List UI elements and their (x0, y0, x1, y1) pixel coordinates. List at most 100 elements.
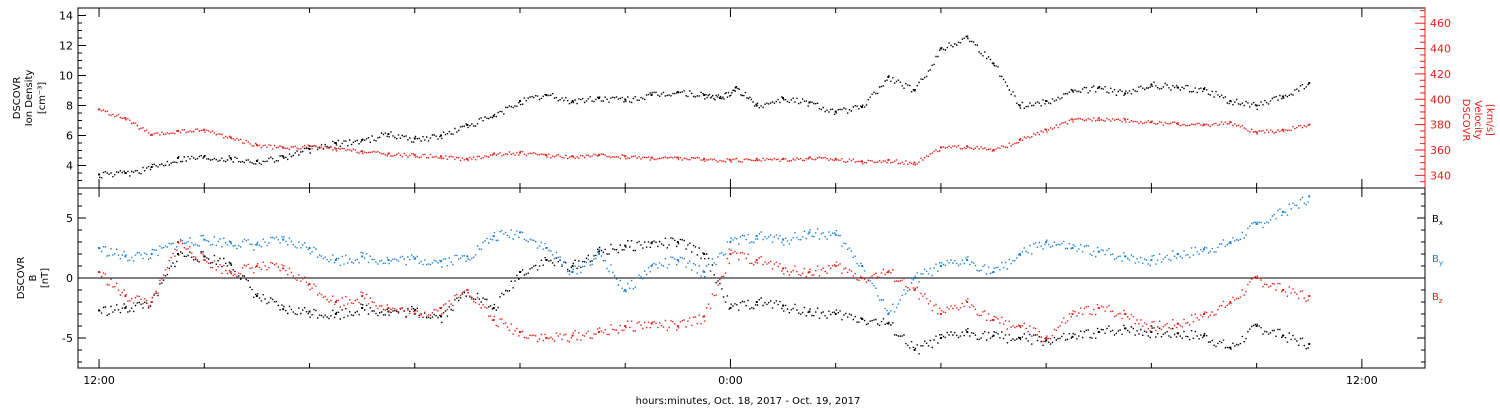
data-point (176, 253, 179, 255)
data-point (966, 259, 969, 261)
data-point (1308, 82, 1311, 84)
data-point (1150, 259, 1153, 261)
data-point (1308, 295, 1311, 297)
series-velocity (98, 108, 1311, 166)
legend-by-sub: y (1439, 259, 1443, 267)
data-point (966, 301, 969, 303)
data-point (1124, 92, 1127, 95)
data-point (1255, 325, 1258, 327)
data-point (1229, 301, 1232, 303)
data-point (1018, 138, 1021, 141)
data-point (203, 259, 206, 261)
data-point (1203, 313, 1206, 315)
data-point (545, 247, 548, 249)
data-point (992, 148, 995, 151)
data-point (808, 310, 811, 313)
data-point (361, 255, 364, 258)
y-right-tick-label: 460 (1430, 17, 1451, 30)
data-point (1018, 325, 1021, 327)
data-point (334, 301, 337, 303)
data-point (150, 166, 153, 168)
x-tick-label: 12:00 (83, 374, 115, 387)
data-point (1097, 250, 1100, 253)
x-tick-label: 0:00 (718, 374, 743, 387)
data-point (624, 244, 627, 247)
data-point (492, 115, 495, 117)
legend-bx: Bx (1432, 214, 1443, 227)
data-point (755, 235, 758, 237)
series-point-cloud (99, 196, 1309, 314)
data-point (1045, 100, 1048, 102)
data-point (1150, 121, 1153, 124)
data-point (755, 259, 758, 261)
data-point (203, 238, 206, 241)
data-point (887, 322, 890, 325)
data-point (782, 157, 785, 160)
data-point (518, 331, 521, 333)
y-left-tick-label: 12 (59, 40, 73, 53)
data-point (466, 157, 469, 160)
data-point (676, 241, 679, 243)
data-point (1071, 247, 1074, 249)
data-point (913, 277, 916, 279)
data-point (518, 100, 521, 102)
top-left-ylabel-line2: Ion Density (24, 70, 35, 127)
data-point (255, 295, 258, 297)
data-point (413, 154, 416, 157)
data-point (361, 150, 364, 153)
series-bz (98, 240, 1311, 343)
y-right-tick-label: 360 (1430, 144, 1451, 157)
data-point (229, 157, 232, 159)
data-point (492, 152, 495, 155)
data-point (124, 307, 127, 309)
data-point (203, 128, 206, 131)
data-point (913, 161, 916, 164)
data-point (1071, 335, 1074, 338)
data-point (966, 331, 969, 333)
data-point (834, 110, 837, 113)
data-point (545, 154, 548, 157)
data-point (334, 313, 337, 315)
data-point (1150, 331, 1153, 333)
data-point (597, 253, 600, 255)
data-point (518, 151, 521, 154)
y-tick-label: 5 (66, 212, 73, 225)
data-point (1018, 253, 1021, 255)
data-point (650, 94, 653, 96)
svg-text:Bz: Bz (1432, 292, 1443, 305)
data-point (413, 309, 416, 312)
data-point (413, 137, 416, 140)
data-point (1308, 195, 1311, 198)
data-point (571, 334, 574, 337)
legend-bz-sub: z (1439, 297, 1443, 305)
data-point (676, 259, 679, 261)
data-point (1255, 277, 1258, 279)
data-point (176, 157, 179, 159)
data-point (203, 255, 206, 258)
data-point (1097, 307, 1100, 309)
top-right-ylabel-line2: Velocity (1472, 100, 1483, 139)
data-point (860, 106, 863, 108)
bottom-panel-axes: -5 0 5 (62, 193, 1425, 363)
legend-by-base: B (1432, 254, 1439, 265)
data-point (939, 265, 942, 267)
data-point (1255, 104, 1258, 107)
data-point (387, 259, 390, 261)
x-axis-label: hours:minutes, Oct. 18, 2017 - Oct. 19, … (636, 396, 861, 407)
data-point (624, 325, 627, 327)
data-point (755, 157, 758, 160)
data-point (729, 159, 732, 162)
legend-bz: Bz (1432, 292, 1443, 305)
data-point (440, 315, 443, 318)
x-tick-label: 12:00 (1346, 374, 1378, 387)
series-by (98, 195, 1311, 315)
data-point (860, 265, 863, 267)
data-point (834, 157, 837, 160)
y-left-tick-label: 14 (59, 10, 73, 23)
data-point (1018, 337, 1021, 339)
data-point (939, 47, 942, 50)
data-point (650, 265, 653, 267)
data-point (98, 173, 101, 176)
series-point-cloud (99, 35, 1309, 179)
